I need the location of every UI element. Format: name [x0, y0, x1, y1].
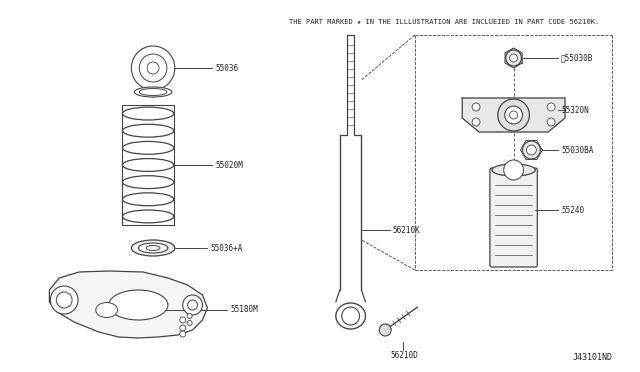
Ellipse shape — [134, 87, 172, 97]
Circle shape — [547, 103, 555, 111]
Circle shape — [472, 118, 480, 126]
Circle shape — [180, 331, 186, 337]
Circle shape — [140, 54, 167, 82]
Text: 55180M: 55180M — [230, 305, 258, 314]
Ellipse shape — [96, 302, 118, 317]
Text: 55036: 55036 — [215, 64, 239, 73]
Circle shape — [504, 160, 524, 180]
Ellipse shape — [109, 290, 168, 320]
Circle shape — [527, 145, 536, 155]
Circle shape — [187, 321, 192, 326]
Circle shape — [180, 317, 186, 323]
Circle shape — [509, 111, 518, 119]
Ellipse shape — [336, 303, 365, 329]
Text: 55020M: 55020M — [215, 160, 243, 170]
Polygon shape — [462, 98, 565, 132]
Ellipse shape — [138, 243, 168, 253]
Text: 55240: 55240 — [561, 205, 584, 215]
Text: ⁖55030B: ⁖55030B — [561, 54, 593, 62]
Circle shape — [188, 300, 198, 310]
Ellipse shape — [131, 240, 175, 256]
Text: 55036+A: 55036+A — [211, 244, 243, 253]
Circle shape — [547, 118, 555, 126]
FancyBboxPatch shape — [490, 168, 538, 267]
Circle shape — [380, 324, 391, 336]
Ellipse shape — [140, 89, 167, 96]
Circle shape — [180, 325, 186, 331]
Text: THE PART MARKED ★ IN THE ILLLUSTRATION ARE INCLUEIED IN PART CODE 56210K.: THE PART MARKED ★ IN THE ILLLUSTRATION A… — [289, 19, 600, 25]
Circle shape — [187, 314, 192, 318]
Text: 56210D: 56210D — [390, 350, 418, 359]
Text: J43101ND: J43101ND — [572, 353, 612, 362]
Circle shape — [131, 46, 175, 90]
Circle shape — [505, 106, 522, 124]
Ellipse shape — [146, 246, 160, 250]
Circle shape — [509, 54, 518, 62]
Text: 55320N: 55320N — [561, 106, 589, 115]
Polygon shape — [49, 271, 207, 338]
Circle shape — [342, 307, 360, 325]
Circle shape — [147, 62, 159, 74]
Text: 56210K: 56210K — [392, 225, 420, 234]
Circle shape — [472, 103, 480, 111]
Circle shape — [498, 99, 529, 131]
Circle shape — [56, 292, 72, 308]
Circle shape — [506, 50, 522, 66]
Ellipse shape — [492, 164, 535, 176]
Circle shape — [522, 141, 540, 159]
Text: 55030BA: 55030BA — [561, 145, 593, 154]
Circle shape — [51, 286, 78, 314]
Circle shape — [183, 295, 202, 315]
